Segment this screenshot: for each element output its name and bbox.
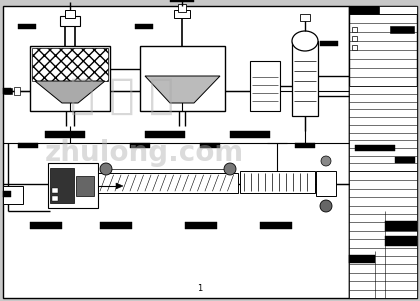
Circle shape: [100, 163, 112, 175]
Bar: [379, 6, 417, 14]
Bar: [18, 24, 36, 29]
Ellipse shape: [292, 31, 318, 51]
Polygon shape: [116, 183, 123, 189]
Bar: [260, 222, 292, 229]
Circle shape: [321, 156, 331, 166]
Bar: [30, 222, 62, 229]
Bar: [170, 0, 194, 2]
Bar: [4, 88, 12, 94]
Bar: [355, 145, 395, 151]
Bar: [352, 36, 357, 41]
Bar: [14, 87, 20, 95]
Bar: [32, 48, 108, 81]
Bar: [52, 188, 58, 193]
Bar: [145, 131, 185, 138]
Bar: [349, 6, 379, 14]
Polygon shape: [145, 76, 220, 103]
Bar: [292, 41, 318, 116]
Bar: [3, 191, 11, 197]
Bar: [60, 16, 80, 26]
Bar: [3, 6, 349, 298]
Bar: [45, 131, 85, 138]
Bar: [178, 4, 186, 12]
Bar: [76, 176, 94, 196]
Text: 聚 龍 網: 聚 龍 網: [70, 75, 174, 117]
Bar: [316, 171, 336, 196]
Bar: [385, 236, 417, 246]
Bar: [52, 196, 58, 201]
Bar: [295, 143, 315, 148]
Bar: [65, 10, 75, 18]
Bar: [18, 143, 38, 148]
Bar: [250, 61, 280, 111]
Bar: [385, 221, 417, 231]
Bar: [48, 163, 98, 208]
Bar: [135, 24, 153, 29]
Text: 1: 1: [197, 284, 202, 293]
Bar: [50, 168, 74, 203]
Bar: [240, 171, 315, 193]
Text: zhulong.com: zhulong.com: [45, 139, 244, 167]
Polygon shape: [35, 81, 105, 103]
Bar: [140, 46, 225, 111]
Bar: [230, 131, 270, 138]
Bar: [300, 14, 310, 21]
Bar: [3, 88, 11, 94]
Circle shape: [320, 200, 332, 212]
Bar: [185, 222, 217, 229]
Bar: [130, 143, 150, 148]
Bar: [3, 186, 23, 204]
Bar: [349, 86, 417, 171]
Bar: [100, 222, 132, 229]
Bar: [98, 173, 238, 193]
Bar: [174, 10, 190, 18]
Bar: [349, 6, 417, 298]
Bar: [320, 41, 338, 46]
Bar: [349, 255, 375, 263]
Bar: [390, 26, 414, 33]
Bar: [349, 171, 417, 298]
Bar: [352, 45, 357, 50]
Bar: [30, 46, 110, 111]
Bar: [200, 143, 220, 148]
Circle shape: [224, 163, 236, 175]
Bar: [395, 157, 415, 163]
Bar: [352, 27, 357, 32]
